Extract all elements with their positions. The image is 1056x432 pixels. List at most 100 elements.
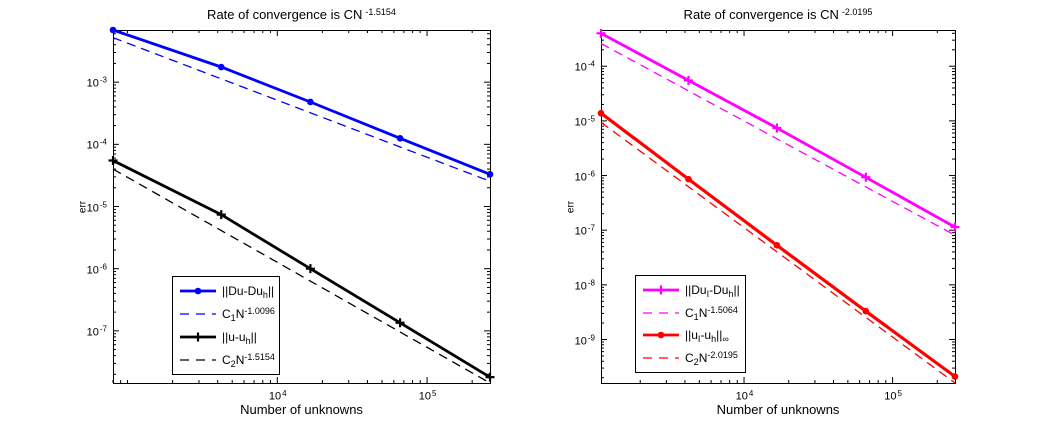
legend-label: C2N-2.0195 xyxy=(685,349,738,367)
text-segment: -1.5064 xyxy=(707,304,738,315)
legend-item-Du-error: ||Du-Duh|| xyxy=(179,284,275,300)
legend-item-C2-reference: C2N-1.5154 xyxy=(179,351,275,369)
text-segment: 1 xyxy=(693,311,699,322)
x-tick-label: 104 xyxy=(735,389,754,403)
y-tick-label: 10-6 xyxy=(86,262,107,276)
y-tick-label: 10-3 xyxy=(86,75,107,90)
data-point-marker xyxy=(683,75,693,85)
text-segment: C xyxy=(685,350,694,365)
y-tick-label: 10-5 xyxy=(86,200,107,214)
left-x-axis-label: Number of unknowns xyxy=(240,402,363,417)
legend-label: ||DuI-Duh|| xyxy=(685,283,740,300)
left-series-C2-reference-line xyxy=(112,168,491,384)
text-segment: || xyxy=(267,284,275,299)
y-tick-label: 10-6 xyxy=(574,169,595,183)
y-tick-label: 10-5 xyxy=(574,114,595,129)
axes-frame xyxy=(601,30,956,384)
x-tick-label: 105 xyxy=(884,389,902,403)
data-point-marker xyxy=(395,318,405,328)
legend-item-C1-reference: C1N-1.5064 xyxy=(642,304,739,322)
data-point-marker xyxy=(485,372,495,382)
text-segment: 2 xyxy=(693,356,699,367)
data-point-marker xyxy=(861,172,871,182)
text-segment: Rate of convergence is CN xyxy=(683,7,839,22)
legend-label: C1N-1.0096 xyxy=(222,306,275,323)
legend-label: C1N-1.5064 xyxy=(685,304,738,322)
left-series-C1-reference-line xyxy=(112,36,491,182)
data-point-marker xyxy=(216,210,226,220)
legend-marker xyxy=(193,332,203,342)
legend-label: ||uI-uh||∞ xyxy=(685,328,729,345)
legend-item-DuI-Duh-error: ||DuI-Duh|| xyxy=(642,283,740,300)
text-segment: h xyxy=(728,289,734,300)
legend-line-sample xyxy=(643,312,679,314)
legend-marker xyxy=(194,288,202,295)
legend-item-u-error: ||u-uh|| xyxy=(179,329,273,346)
text-segment: ||Du-Du xyxy=(222,284,263,299)
legend-label: ||Du-Duh|| xyxy=(222,284,275,300)
y-tick-label: 10-7 xyxy=(86,324,107,339)
data-point-marker xyxy=(596,28,606,38)
right-series-C2-reference-line xyxy=(600,121,956,384)
text-segment: N xyxy=(698,305,708,320)
legend-line-sample xyxy=(180,288,216,295)
text-segment: ||u-u xyxy=(222,329,246,344)
legend-line-sample xyxy=(643,285,679,295)
text-segment: ||Du xyxy=(685,283,707,298)
text-segment: -2.0195 xyxy=(841,7,873,17)
text-segment: -1.0096 xyxy=(244,306,275,317)
data-point-marker xyxy=(396,135,404,142)
text-segment: -Du xyxy=(709,283,729,298)
text-segment: ∞ xyxy=(722,334,729,345)
data-point-marker xyxy=(685,175,692,183)
text-segment: -2.0195 xyxy=(707,349,738,360)
text-segment: N xyxy=(235,352,245,367)
y-tick-label: 10-7 xyxy=(574,223,595,238)
data-point-marker xyxy=(109,26,117,34)
text-segment: -u xyxy=(700,328,712,343)
y-tick-label: 10-4 xyxy=(86,138,107,152)
text-segment: C xyxy=(222,307,231,322)
legend-label: C2N-1.5154 xyxy=(222,351,275,369)
data-point-marker xyxy=(773,241,781,249)
text-segment: Rate of convergence is CN xyxy=(207,7,363,22)
data-point-marker xyxy=(950,222,960,232)
text-segment: C xyxy=(222,352,231,367)
text-segment: -1.5154 xyxy=(244,351,275,362)
right-y-axis-label: err xyxy=(565,200,577,213)
legend-marker xyxy=(657,331,665,339)
right-legend: ||DuI-Duh|| C1N-1.5064 ||uI-uh||∞ C2N-2.019… xyxy=(635,275,746,373)
data-point-marker xyxy=(862,307,870,315)
x-tick-label: 105 xyxy=(418,389,437,403)
left-legend: ||Du-Duh|| C1N-1.0096 ||u-uh|| C2N-1.5154 xyxy=(172,276,280,375)
legend-item-uI-uh-inf-error: ||uI-uh||∞ xyxy=(642,328,739,345)
data-point-marker xyxy=(108,155,118,165)
data-point-marker xyxy=(307,98,314,106)
right-series-C1-reference-line xyxy=(600,42,956,236)
legend-line-sample xyxy=(180,332,216,342)
text-segment: 2 xyxy=(230,358,236,369)
data-point-marker xyxy=(772,123,782,133)
legend-label: ||u-uh|| xyxy=(222,329,257,346)
right-plot-title: Rate of convergence is CN -2.0195 xyxy=(684,7,873,22)
y-tick-label: 10-4 xyxy=(574,59,595,74)
legend-line-sample xyxy=(180,358,216,361)
text-segment: || xyxy=(250,329,257,344)
text-segment: h xyxy=(245,335,251,346)
data-point-marker xyxy=(217,63,225,71)
legend-marker xyxy=(656,285,666,295)
text-segment: || xyxy=(733,283,740,298)
y-tick-label: 10-8 xyxy=(574,278,595,293)
legend-line-sample xyxy=(180,313,216,315)
text-segment: || xyxy=(716,328,723,343)
data-point-marker xyxy=(597,109,605,117)
text-segment: I xyxy=(697,334,701,345)
right-plot-group xyxy=(596,28,960,384)
text-segment: N xyxy=(235,307,245,322)
text-segment: N xyxy=(698,350,708,365)
text-segment: h xyxy=(711,334,717,345)
